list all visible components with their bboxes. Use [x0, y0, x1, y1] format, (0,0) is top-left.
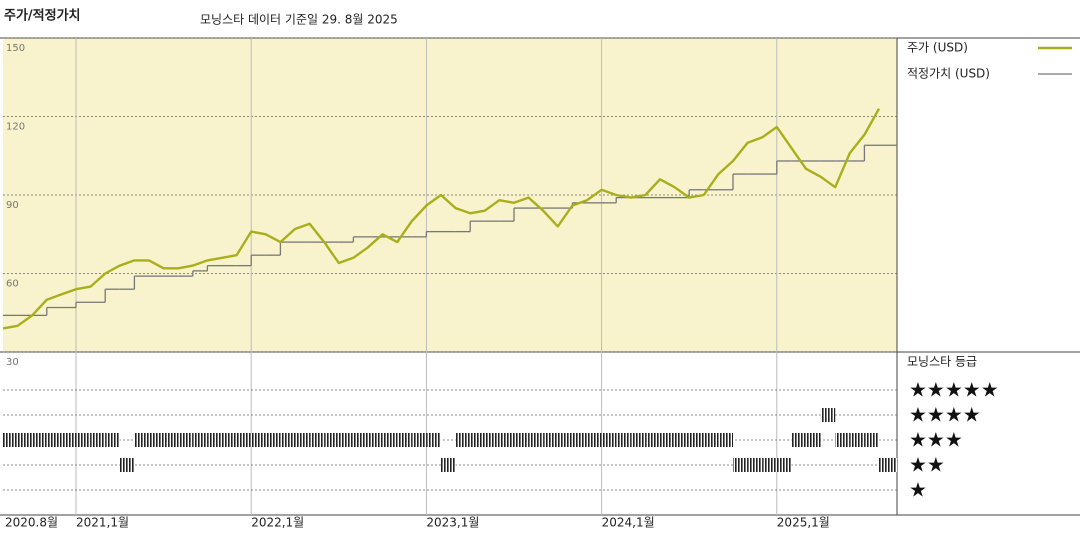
rating-bar: [835, 433, 850, 447]
rating-bar: [309, 433, 325, 447]
rating-bar: [514, 433, 529, 447]
rating-bar: [265, 433, 281, 447]
rating-bar: [645, 433, 660, 447]
rating-title: 모닝스타 등급: [907, 355, 977, 369]
rating-bar: [747, 458, 763, 472]
rating-bar: [499, 433, 514, 447]
rating-bar: [455, 433, 471, 447]
rating-bar: [411, 433, 427, 447]
rating-bar: [718, 433, 733, 447]
y-tick-label: 60: [6, 279, 19, 290]
rating-bar: [368, 433, 383, 447]
rating-bar: [806, 433, 821, 447]
rating-bar: [397, 433, 412, 447]
rating-bar: [572, 433, 587, 447]
x-tick-label: 2020.8월: [5, 516, 58, 530]
y-tick-label: 90: [6, 200, 19, 211]
rating-bar: [557, 433, 573, 447]
rating-bar: [864, 433, 879, 447]
rating-bar: [76, 433, 91, 447]
rating-bar: [61, 433, 76, 447]
x-tick-label: 2025,1월: [777, 516, 830, 530]
price-line: [2, 108, 881, 330]
rating-bar: [46, 433, 62, 447]
rating-bar: [616, 433, 631, 447]
rating-bar: [90, 433, 106, 447]
rating-bar: [849, 433, 865, 447]
rating-bar: [338, 433, 354, 447]
rating-bar: [178, 433, 193, 447]
rating-bar: [689, 433, 704, 447]
rating-bar: [630, 433, 646, 447]
x-tick-label: 2021,1월: [76, 516, 129, 530]
rating-bar: [484, 433, 500, 447]
y-tick-label: 120: [6, 122, 25, 133]
rating-bar: [295, 433, 310, 447]
rating-label: ★★★: [909, 428, 963, 452]
plot-background: [3, 38, 897, 352]
rating-bar: [3, 433, 18, 447]
rating-label: ★★★★★: [909, 378, 999, 402]
y-tick-label: 150: [6, 43, 25, 54]
chart-subtitle: 모닝스타 데이터 기준일 29. 8월 2025: [200, 13, 398, 27]
rating-bar: [251, 433, 266, 447]
rating-label: ★: [909, 478, 927, 502]
legend-label: 주가 (USD): [907, 41, 968, 55]
legend-label: 적정가치 (USD): [907, 67, 990, 81]
rating-bar: [791, 433, 806, 447]
rating-bar: [733, 458, 748, 472]
rating-bar: [280, 433, 295, 447]
rating-bar: [587, 433, 602, 447]
rating-bar: [382, 433, 398, 447]
rating-bar: [222, 433, 237, 447]
rating-label: ★★★★: [909, 403, 981, 427]
rating-bar: [528, 433, 544, 447]
rating-bar: [820, 408, 836, 422]
rating-bar: [149, 433, 164, 447]
rating-bar: [324, 433, 339, 447]
rating-bar: [192, 433, 208, 447]
rating-bar: [353, 433, 368, 447]
rating-bar: [32, 433, 47, 447]
rating-bar: [674, 433, 690, 447]
rating-bar: [601, 433, 617, 447]
rating-bar: [879, 458, 897, 472]
rating-bar: [105, 433, 120, 447]
rating-label: ★★: [909, 453, 945, 477]
rating-bar: [762, 458, 777, 472]
rating-bar: [163, 433, 179, 447]
rating-bar: [776, 458, 792, 472]
y-tick-label: 30: [6, 357, 19, 368]
rating-bar: [441, 458, 456, 472]
rating-bar: [134, 433, 149, 447]
rating-bar: [119, 458, 135, 472]
x-tick-label: 2024,1월: [602, 516, 655, 530]
chart-title: 주가/적정가치: [4, 8, 81, 24]
rating-bar: [426, 433, 441, 447]
rating-bar: [543, 433, 558, 447]
x-tick-label: 2022,1월: [251, 516, 304, 530]
rating-bar: [703, 433, 719, 447]
rating-bar: [236, 433, 252, 447]
rating-bar: [660, 433, 675, 447]
rating-bar: [207, 433, 222, 447]
rating-bar: [470, 433, 485, 447]
x-tick-label: 2023,1월: [426, 516, 479, 530]
rating-bar: [17, 433, 33, 447]
